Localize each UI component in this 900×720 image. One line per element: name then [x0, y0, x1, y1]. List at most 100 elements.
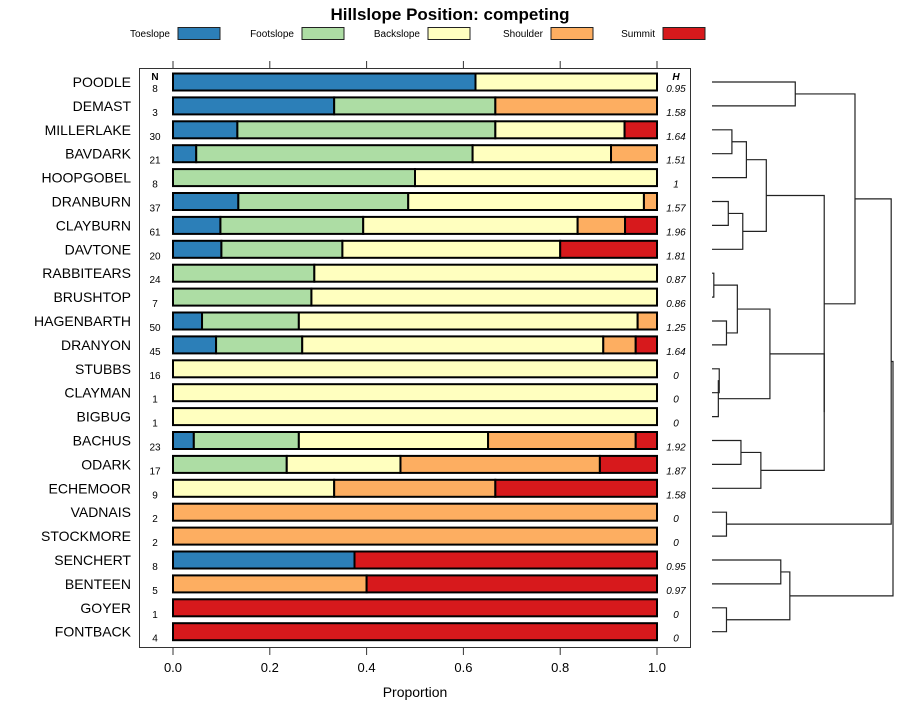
h-value: 1.51	[666, 156, 685, 167]
h-value: 1.96	[666, 227, 686, 238]
dendrogram-branch	[713, 284, 738, 334]
bar-segment-footslope	[172, 287, 313, 307]
bar-segment-shoulder	[642, 192, 659, 211]
row-label: DEMAST	[73, 98, 132, 114]
bar-segment-toeslope	[172, 144, 198, 164]
x-axis-label: Proportion	[383, 684, 448, 700]
bar-segment-shoulder	[487, 431, 637, 450]
row-label: ODARK	[81, 456, 131, 472]
row-fontback: FONTBACK 4 0	[55, 622, 679, 645]
bar-segment-backslope	[471, 144, 613, 164]
row-label: STUBBS	[75, 361, 131, 377]
bar-segment-backslope	[172, 478, 336, 498]
legend-swatch-summit	[662, 27, 706, 40]
row-bachus: BACHUS 23 1.92	[73, 431, 686, 454]
row-clayburn: CLAYBURN 61 1.96	[56, 215, 686, 238]
bar-segment-summit	[634, 431, 658, 450]
bar-segment-footslope	[172, 454, 288, 474]
row-millerlake: MILLERLAKE 30 1.64	[45, 120, 686, 143]
legend-swatch-footslope	[301, 27, 345, 40]
bar-segment-summit	[172, 598, 658, 618]
bar-segment-footslope	[220, 239, 344, 259]
row-label: ECHEMOOR	[49, 480, 131, 496]
dendrogram-branch	[712, 272, 715, 298]
n-value: 37	[149, 204, 161, 215]
row-label: CLAYMAN	[64, 385, 131, 401]
bar-segment-summit	[172, 622, 658, 642]
dendrogram-branch	[712, 559, 782, 585]
bar-segment-shoulder	[494, 96, 658, 116]
bar-segment-backslope	[362, 215, 579, 235]
bar-segment-toeslope	[172, 431, 195, 450]
dendrogram-branch	[712, 320, 728, 346]
row-label: FONTBACK	[55, 624, 132, 640]
dendrogram-branch	[726, 198, 892, 525]
h-value: 0	[673, 538, 679, 549]
n-value: 24	[149, 275, 161, 286]
dendrogram-branch	[712, 439, 742, 465]
row-label: DRANBURN	[52, 194, 131, 210]
h-value: 1.58	[666, 108, 686, 119]
row-brushtop: BRUSHTOP 7 0.86	[53, 287, 686, 310]
row-poodle: POODLE 8 0.95	[73, 72, 686, 95]
dendrogram-branch	[712, 81, 796, 107]
n-value: 8	[152, 562, 158, 573]
n-value: 3	[152, 108, 158, 119]
legend: Toeslope Footslope Backslope Shoulder Summit	[130, 27, 706, 40]
h-value: 1.64	[666, 132, 686, 143]
h-value: 1.64	[666, 347, 686, 358]
n-value: 2	[152, 514, 158, 525]
h-value: 0	[673, 634, 679, 645]
row-hagenbarth: HAGENBARTH 50 1.25	[34, 311, 686, 334]
x-tick-label: 0.8	[551, 660, 569, 675]
row-label: DAVTONE	[65, 241, 131, 257]
row-label: STOCKMORE	[41, 528, 131, 544]
n-value: 7	[152, 299, 158, 310]
x-tick-label: 0.2	[261, 660, 279, 675]
bar-segment-footslope	[201, 311, 300, 331]
bar-segment-summit	[623, 120, 659, 140]
bar-segment-footslope	[172, 168, 416, 188]
row-benteen: BENTEEN 5 0.97	[65, 574, 686, 597]
bar-segment-footslope	[237, 192, 410, 211]
n-value: 21	[149, 156, 161, 167]
bar-segment-shoulder	[333, 478, 497, 498]
h-value: 1.57	[666, 204, 686, 215]
bar-segment-toeslope	[172, 192, 240, 211]
bar-segment-shoulder	[172, 526, 658, 546]
row-label: CLAYBURN	[56, 217, 131, 233]
row-label: RABBITEARS	[42, 265, 131, 281]
dendrogram-branch	[712, 380, 720, 418]
legend-label-shoulder: Shoulder	[503, 29, 544, 40]
n-value: 16	[149, 371, 161, 382]
bar-segment-backslope	[407, 192, 645, 211]
dendrogram-branch	[712, 607, 728, 633]
dendrogram	[712, 81, 894, 633]
n-value: 61	[149, 227, 161, 238]
row-hoopgobel: HOOPGOBEL 8 1	[42, 168, 679, 191]
chart-title: Hillslope Position: competing	[331, 5, 570, 24]
dendrogram-branch	[712, 200, 729, 226]
bar-segment-backslope	[494, 120, 626, 140]
h-header: H	[672, 72, 680, 83]
n-value: 8	[152, 180, 158, 191]
h-value: 0	[673, 371, 679, 382]
bar-segment-footslope	[172, 263, 316, 283]
row-label: BENTEEN	[65, 576, 131, 592]
bar-segment-toeslope	[172, 311, 204, 331]
x-tick-label: 0.4	[358, 660, 376, 675]
row-echemoor: ECHEMOOR 9 1.58	[49, 478, 686, 501]
n-value: 1	[152, 395, 158, 406]
row-demast: DEMAST 3 1.58	[73, 96, 686, 119]
h-value: 0.97	[666, 586, 686, 597]
row-clayman: CLAYMAN 1 0	[64, 383, 679, 406]
bar-segment-backslope	[301, 335, 605, 355]
bar-segment-shoulder	[172, 574, 368, 594]
n-value: 1	[152, 419, 158, 430]
legend-swatch-backslope	[427, 27, 471, 40]
n-value: 30	[149, 132, 161, 143]
bar-segment-shoulder	[399, 454, 601, 474]
bar-segment-backslope	[285, 454, 402, 474]
panel-frame	[139, 68, 691, 648]
